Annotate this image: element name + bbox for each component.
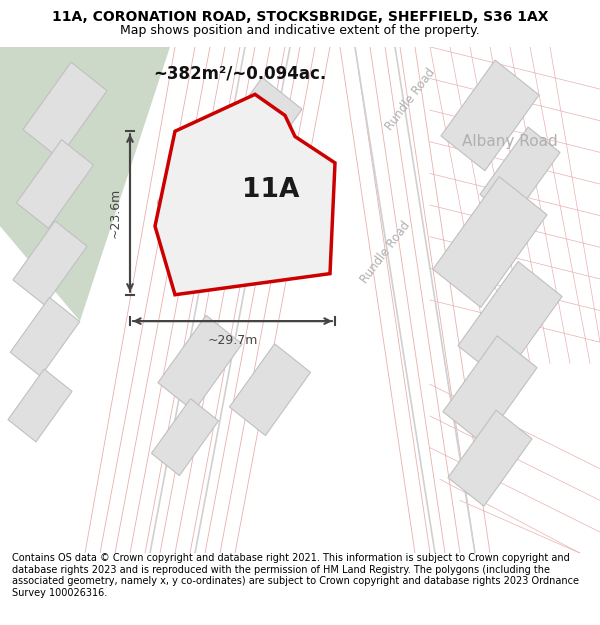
Polygon shape — [0, 47, 170, 321]
Text: Contains OS data © Crown copyright and database right 2021. This information is : Contains OS data © Crown copyright and d… — [12, 553, 579, 598]
Text: Albany Road: Albany Road — [462, 134, 558, 149]
Text: Rundle Road: Rundle Road — [383, 66, 437, 133]
Polygon shape — [229, 344, 311, 436]
Polygon shape — [8, 369, 72, 442]
Polygon shape — [23, 62, 107, 158]
Polygon shape — [158, 315, 242, 411]
Text: ~23.6m: ~23.6m — [109, 188, 122, 238]
Polygon shape — [16, 140, 94, 228]
Text: ~382m²/~0.094ac.: ~382m²/~0.094ac. — [154, 64, 326, 82]
Polygon shape — [13, 221, 87, 305]
Text: 11A: 11A — [242, 177, 299, 203]
Polygon shape — [10, 298, 80, 376]
Polygon shape — [155, 94, 335, 295]
Polygon shape — [480, 127, 560, 220]
Text: ~29.7m: ~29.7m — [208, 334, 257, 347]
Polygon shape — [441, 60, 539, 171]
Text: Rundle Road: Rundle Road — [358, 219, 412, 286]
Polygon shape — [190, 149, 271, 241]
Text: Coronation Road: Coronation Road — [155, 125, 224, 211]
Polygon shape — [151, 399, 218, 476]
Polygon shape — [458, 261, 562, 381]
Polygon shape — [433, 177, 547, 308]
Text: 11A, CORONATION ROAD, STOCKSBRIDGE, SHEFFIELD, S36 1AX: 11A, CORONATION ROAD, STOCKSBRIDGE, SHEF… — [52, 10, 548, 24]
Polygon shape — [448, 410, 532, 506]
Polygon shape — [208, 78, 302, 185]
Text: Map shows position and indicative extent of the property.: Map shows position and indicative extent… — [120, 24, 480, 36]
Polygon shape — [443, 336, 537, 443]
